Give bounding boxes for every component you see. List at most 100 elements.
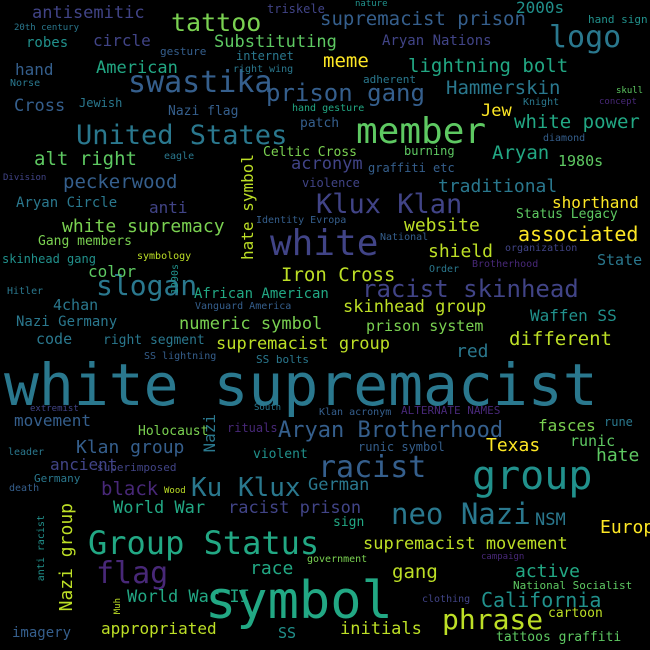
word-government: government <box>307 554 368 565</box>
word-associated: associated <box>518 222 639 246</box>
word-meme: meme <box>323 50 369 72</box>
word-runic: runic <box>570 432 616 450</box>
word-supremacist-prison: supremacist prison <box>320 8 526 30</box>
word-world-war-ii: World War II <box>127 587 250 607</box>
word-skinhead-gang: skinhead gang <box>2 252 96 266</box>
word-slogan: slogan <box>96 269 198 302</box>
word-race: race <box>250 558 294 579</box>
word-nazi-germany: Nazi Germany <box>16 314 118 330</box>
word-texas: Texas <box>486 435 541 456</box>
word-swastika: swastika <box>128 65 273 100</box>
word-nazi-flag: Nazi flag <box>168 104 239 119</box>
word-symbol: symbol <box>205 571 393 631</box>
word-vanguard-america: Vanguard America <box>195 301 292 312</box>
word-brotherhood: Brotherhood <box>472 259 539 270</box>
word-phrase: phrase <box>442 603 544 636</box>
word-rituals: rituals <box>227 421 278 435</box>
word-numeric-symbol: numeric symbol <box>179 314 323 334</box>
word-supremacist-movement: supremacist movement <box>363 534 568 554</box>
word-flag: flag <box>96 556 169 591</box>
word-campaign: campaign <box>481 552 525 562</box>
word-4chan: 4chan <box>53 296 99 314</box>
word-alternate-names: ALTERNATE NAMES <box>401 404 501 417</box>
word-member: member <box>356 111 487 152</box>
word-skull: skull <box>616 86 644 96</box>
word-jewish: Jewish <box>79 96 123 110</box>
word-norse: Norse <box>10 78 41 89</box>
word-aryan-nations: Aryan Nations <box>382 33 492 49</box>
word-antisemitic: antisemitic <box>32 3 145 23</box>
word-active: active <box>515 561 581 582</box>
word-code: code <box>36 330 73 348</box>
word-death: death <box>9 483 40 494</box>
word-patch: patch <box>300 116 340 131</box>
word-ss-lightning: SS lightning <box>144 351 217 362</box>
word-iron-cross: Iron Cross <box>281 264 396 286</box>
word-extremist: extremist <box>30 404 79 414</box>
word-organization: organization <box>505 243 578 254</box>
word-holocaust: Holocaust <box>138 424 209 439</box>
word-movement: movement <box>14 411 92 430</box>
word-graffiti-etc: graffiti etc <box>368 161 455 175</box>
word-waffen-ss: Waffen SS <box>530 306 617 325</box>
word-aryan-brotherhood: Aryan Brotherhood <box>278 418 504 443</box>
word-hate-symbol: hate symbol <box>238 154 257 260</box>
word-identity-evropa: Identity Evropa <box>256 215 347 226</box>
word-group-status: Group Status <box>88 524 320 562</box>
word-ancient: ancient <box>50 455 118 474</box>
word-red: red <box>456 341 489 362</box>
word-right-wing: right wing <box>233 64 294 75</box>
word-clothing: clothing <box>422 594 471 605</box>
word-racist-prison: racist prison <box>228 498 362 518</box>
word-racist-skinhead: racist skinhead <box>362 275 579 303</box>
word-status-legacy: Status Legacy <box>516 207 618 222</box>
word-germany: Germany <box>34 472 81 485</box>
word-prison-gang: prison gang <box>266 79 425 107</box>
word-sign: sign <box>333 515 365 530</box>
word-white-supremacist: white supremacist <box>4 351 598 419</box>
word-leader: leader <box>8 447 45 458</box>
word-california: California <box>481 588 602 612</box>
word-group: group <box>472 453 593 499</box>
word-klan-acronym: Klan acronym <box>319 407 392 418</box>
word-neo-nazi: neo Nazi <box>391 497 531 531</box>
word-anti-racist: anti racist <box>36 515 47 582</box>
word-rune: rune <box>604 415 633 429</box>
word-skinhead-group: skinhead group <box>343 297 487 317</box>
word-europe: Europe <box>600 517 650 538</box>
word-right-segment: right segment <box>103 333 205 348</box>
word-hitler: Hitler <box>7 286 44 297</box>
word-triskele: triskele <box>267 2 325 16</box>
word-gang-members: Gang members <box>38 234 132 249</box>
word-african-american: African American <box>194 286 329 302</box>
word-aryan-circle: Aryan Circle <box>16 195 118 211</box>
word-division: Division <box>3 173 47 183</box>
word-ku-klux: Ku Klux <box>191 473 301 503</box>
word-united-states: United States <box>76 120 288 151</box>
word-muh: Muh <box>113 598 123 615</box>
word-internet: internet <box>236 49 294 63</box>
word-nature: nature <box>355 0 388 9</box>
word-white-supremacy: white supremacy <box>62 216 225 237</box>
word-color: color <box>88 262 137 281</box>
word-gang: gang <box>392 561 438 583</box>
word-ss: SS <box>278 624 297 642</box>
word-tattoo: tattoo <box>171 8 262 37</box>
word-violence: violence <box>302 176 360 190</box>
word-shorthand: shorthand <box>552 193 639 212</box>
word-wood: Wood <box>164 486 186 496</box>
word-jew: Jew <box>481 101 512 121</box>
word-initials: initials <box>340 619 422 639</box>
word-imagery: imagery <box>12 625 72 641</box>
word-aryan: Aryan <box>492 142 550 164</box>
word-prison-system: prison system <box>366 317 484 335</box>
word-symbology: symbology <box>137 251 192 262</box>
word-circle: circle <box>93 31 151 50</box>
word-appropriated: appropriated <box>101 619 217 638</box>
word-knight: Knight <box>523 97 560 108</box>
word-fasces: fasces <box>538 416 596 435</box>
word-hand-sign: hand sign <box>588 13 648 26</box>
word-hand-gesture: hand gesture <box>292 103 365 114</box>
word-national-socialist: National Socialist <box>513 579 633 592</box>
word-website: website <box>404 215 480 236</box>
